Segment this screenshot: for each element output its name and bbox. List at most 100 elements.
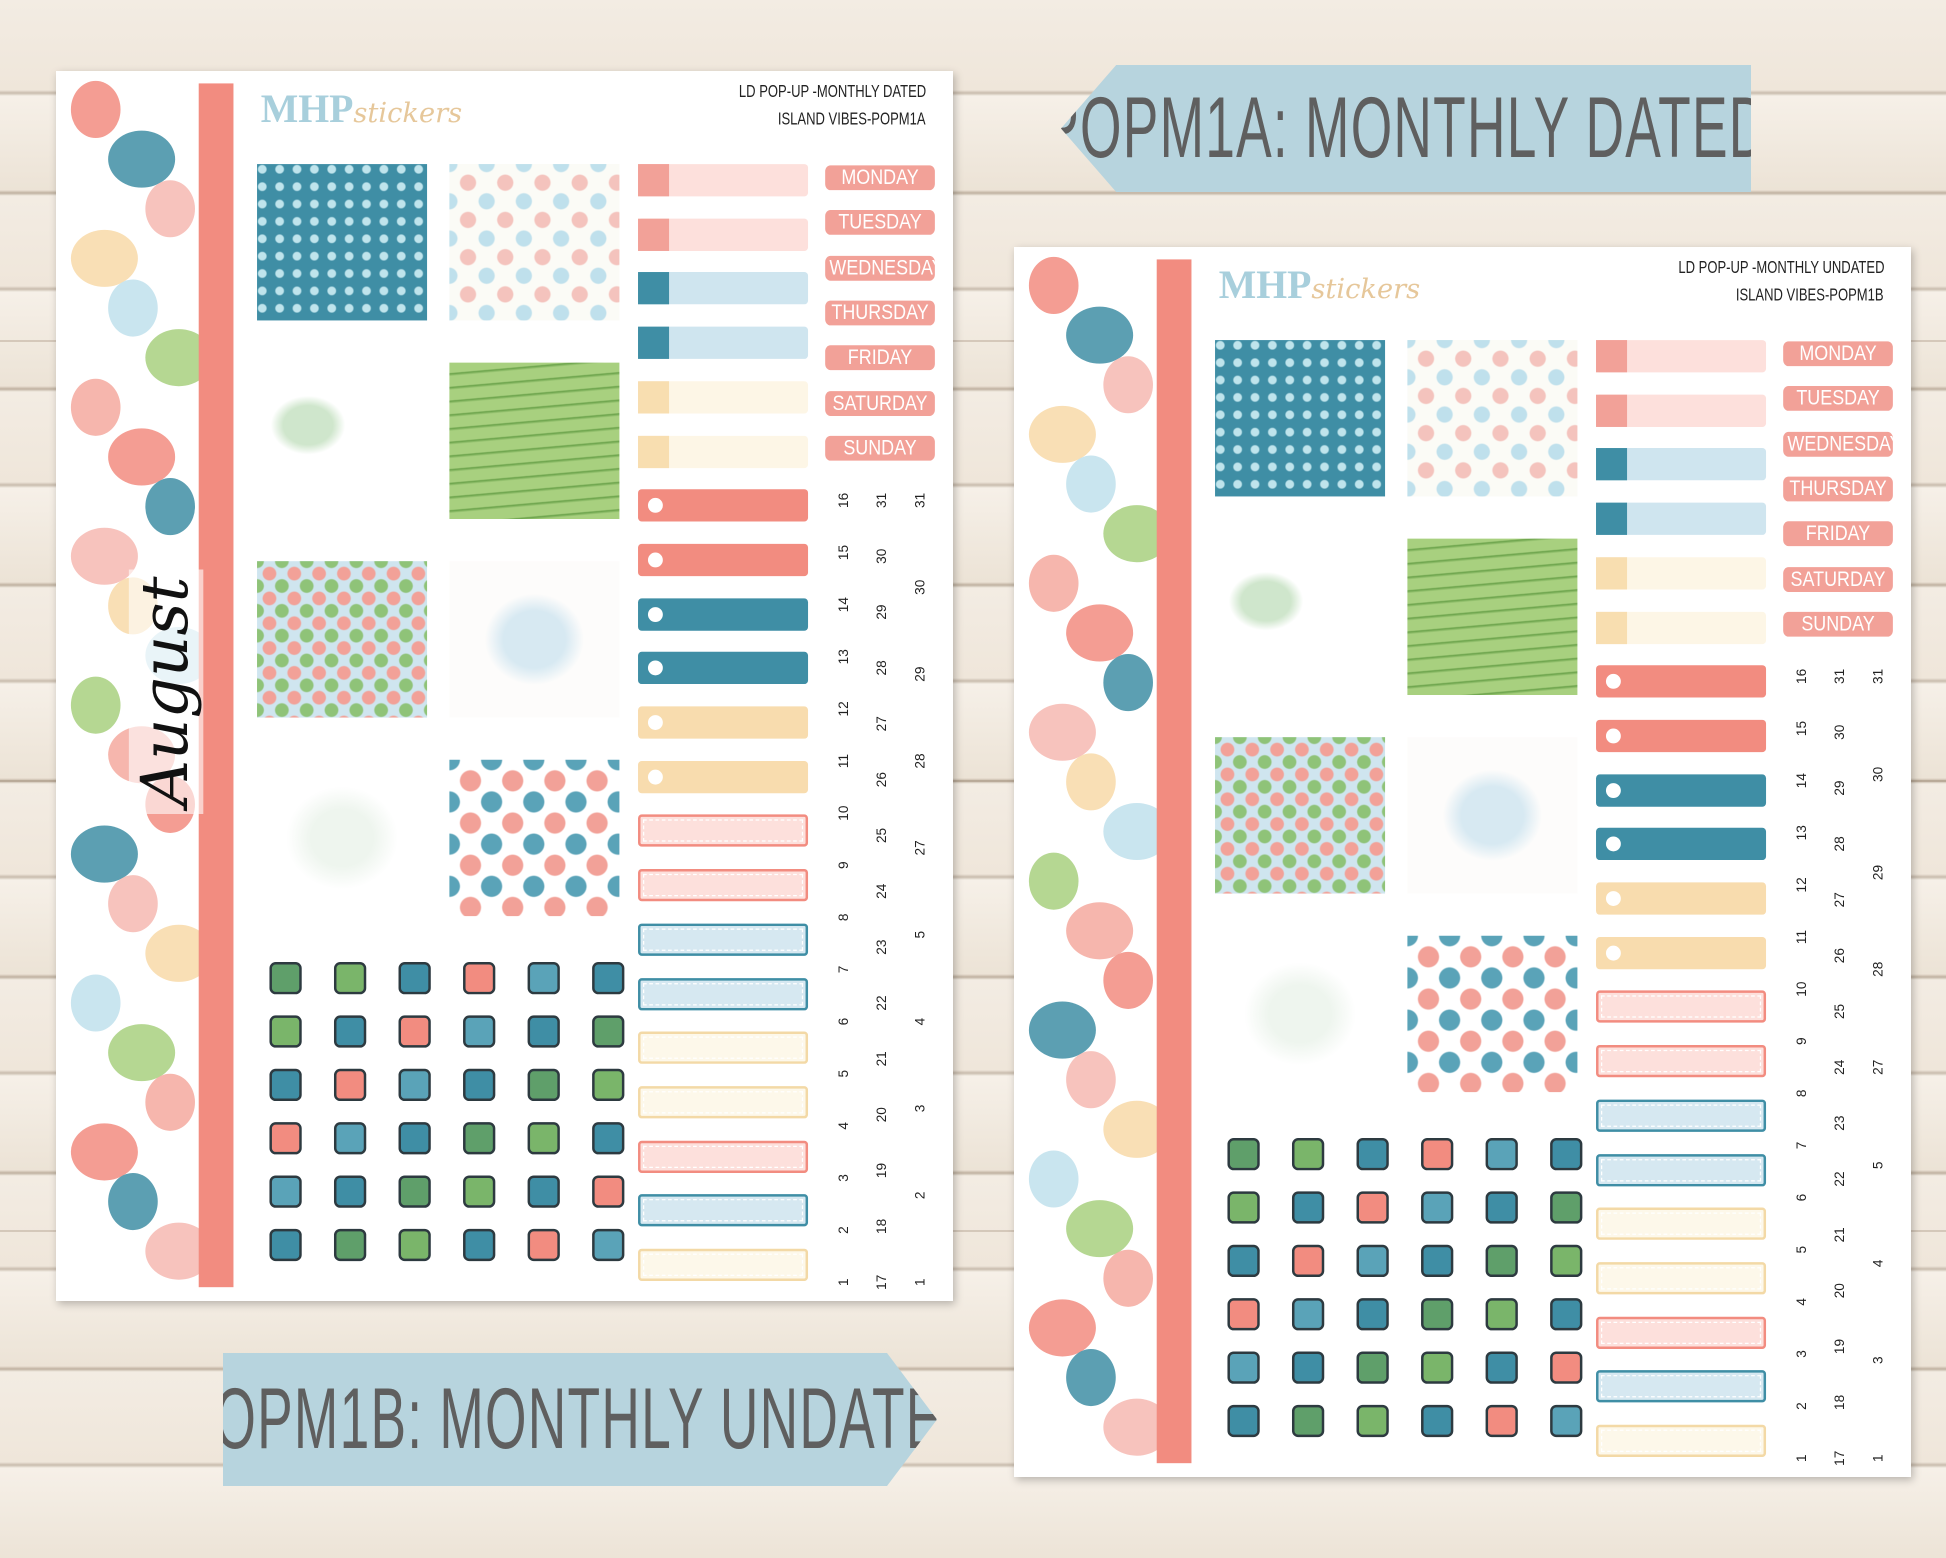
flag-tab (638, 326, 670, 360)
icon (592, 1122, 625, 1155)
date-number: 30 (875, 548, 890, 564)
sticker-box (1407, 737, 1578, 894)
weekday-label: THURSDAY (1783, 476, 1893, 502)
dashed-strip (638, 869, 809, 902)
icon (1227, 1138, 1260, 1171)
date-number: 18 (1833, 1394, 1848, 1410)
icon (1291, 1244, 1325, 1278)
icon (1227, 1351, 1260, 1384)
dashed-strip (638, 923, 809, 956)
icon (1485, 1191, 1518, 1224)
icon (1421, 1138, 1454, 1171)
icon (1421, 1191, 1454, 1224)
date-number: 26 (875, 772, 890, 788)
banner: POPM1A: MONTHLY DATED (1061, 65, 1751, 192)
decoration (70, 527, 138, 585)
icon (333, 1228, 367, 1262)
date-number: 1 (836, 1278, 852, 1287)
date-number: 29 (1833, 780, 1848, 796)
decoration (108, 1173, 158, 1231)
dashed-strip (1596, 1262, 1767, 1295)
date-number: 16 (836, 492, 852, 508)
weekday-label: FRIDAY (1783, 521, 1893, 547)
date-number: 11 (836, 753, 852, 769)
sticker-box (1215, 340, 1386, 497)
icon (1421, 1351, 1454, 1384)
icon (333, 1122, 367, 1155)
date-number: 13 (836, 649, 852, 665)
date-number: 3 (836, 1174, 852, 1182)
flag-tab (638, 435, 670, 468)
icon (1421, 1404, 1454, 1438)
icon (1485, 1244, 1518, 1278)
icon (527, 1175, 560, 1208)
decoration (108, 130, 176, 188)
icon (527, 1228, 560, 1262)
decoration (1066, 455, 1116, 513)
icon (269, 962, 302, 995)
dot (647, 552, 663, 568)
decoration (108, 279, 158, 337)
date-number: 28 (913, 753, 929, 769)
icon (463, 962, 496, 995)
decoration (1066, 1200, 1134, 1258)
sticker-sheet: MHPstickers LD POP-UP -MONTHLY UNDATED ISL… (1014, 247, 1911, 1477)
side-bar (198, 83, 234, 1288)
logo: MHPstickers (261, 86, 462, 132)
brand-script: stickers (1311, 274, 1421, 306)
icon (1485, 1351, 1518, 1384)
brand-script: stickers (353, 98, 463, 130)
icon (1550, 1138, 1583, 1171)
icon (1550, 1191, 1583, 1224)
sticker-box (449, 164, 620, 321)
date-number: 12 (1794, 877, 1810, 893)
icon (1421, 1298, 1454, 1331)
decoration (1028, 852, 1079, 910)
flag-tab (638, 164, 670, 197)
date-number: 2 (913, 1191, 929, 1200)
dot-strip (638, 706, 809, 739)
date-number: 7 (836, 965, 852, 974)
icon (1227, 1404, 1260, 1438)
icon (269, 1068, 302, 1102)
dashed-strip (638, 814, 809, 848)
icon (1485, 1298, 1518, 1331)
flag-tab (1596, 394, 1628, 427)
date-number: 23 (1833, 1115, 1848, 1131)
date-number: 15 (836, 544, 852, 561)
dot-strip (638, 652, 809, 685)
date-number: 7 (1794, 1141, 1810, 1150)
decoration (1028, 1001, 1096, 1059)
date-number: 4 (1871, 1258, 1887, 1267)
icon (398, 1175, 431, 1208)
decoration (145, 180, 195, 238)
date-number: 20 (1833, 1283, 1848, 1299)
date-number: 14 (1794, 773, 1810, 789)
icon (333, 1015, 367, 1048)
dashed-strip (638, 977, 809, 1010)
date-number: 24 (1833, 1059, 1848, 1075)
icon (592, 1015, 625, 1048)
dot (647, 769, 663, 785)
icon (1227, 1244, 1260, 1278)
date-number: 4 (836, 1122, 852, 1130)
flag-tab (1596, 502, 1628, 536)
date-number: 3 (1794, 1350, 1810, 1358)
date-number: 3 (1871, 1356, 1887, 1365)
icon (527, 962, 560, 995)
sticker-box (1407, 538, 1578, 696)
decoration (70, 378, 121, 436)
dashed-strip (1596, 1045, 1767, 1078)
sticker-box (257, 164, 428, 321)
icon (1291, 1138, 1325, 1171)
date-number: 10 (1794, 981, 1810, 997)
logo: MHPstickers (1219, 262, 1420, 308)
sheet-title: ISLAND VIBES-POPM1B (1736, 284, 1884, 305)
decoration (108, 875, 158, 933)
decoration (70, 229, 138, 287)
decoration (70, 676, 121, 734)
icon (1291, 1351, 1325, 1384)
date-number: 6 (1794, 1193, 1810, 1202)
date-number: 24 (875, 883, 890, 899)
